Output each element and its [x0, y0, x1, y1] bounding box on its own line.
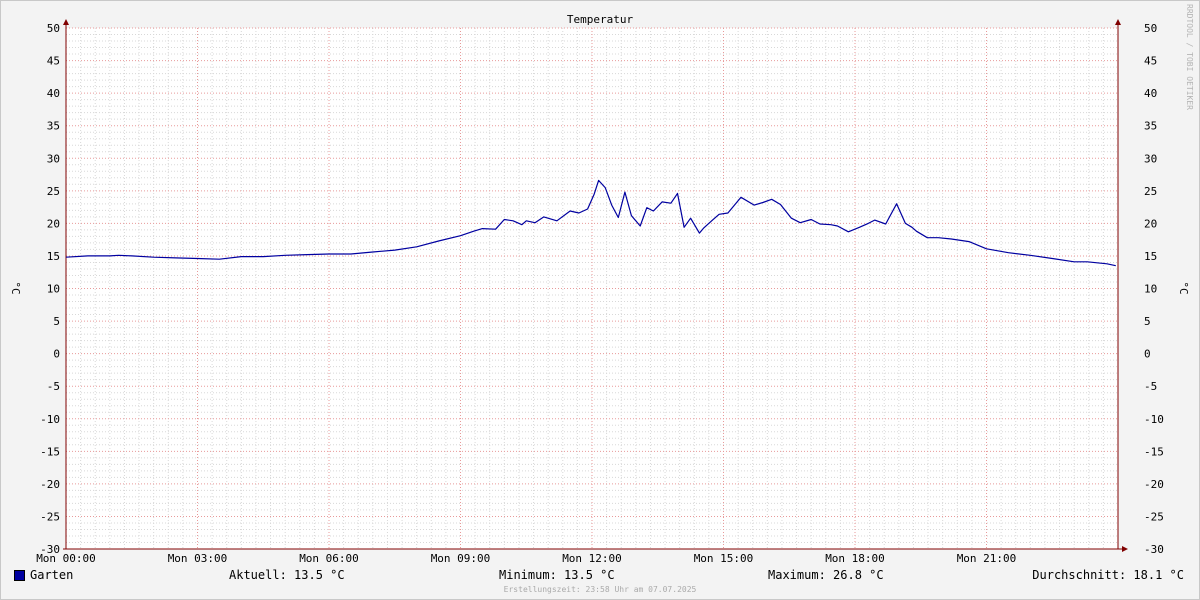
- y-tick-label-left: -15: [40, 445, 60, 458]
- y-tick-label-left: 45: [47, 55, 60, 68]
- y-tick-label-right: 0: [1144, 348, 1151, 361]
- y-tick-label-left: 25: [47, 185, 60, 198]
- x-tick-label: Mon 03:00: [168, 552, 228, 565]
- y-tick-label-left: 40: [47, 87, 60, 100]
- legend-average: Durchschnitt: 18.1 °C: [1032, 568, 1184, 582]
- legend-minimum: Minimum: 13.5 °C: [499, 568, 615, 582]
- x-tick-label: Mon 18:00: [825, 552, 885, 565]
- y-tick-label-left: 15: [47, 250, 60, 263]
- chart-title: Temperatur: [567, 13, 634, 26]
- y-tick-label-left: -25: [40, 510, 60, 523]
- x-tick-label: Mon 09:00: [431, 552, 491, 565]
- y-tick-label-left: 30: [47, 152, 60, 165]
- x-tick-label: Mon 21:00: [957, 552, 1017, 565]
- legend-series-name: Garten: [30, 568, 74, 582]
- y-tick-label-right: 25: [1144, 185, 1157, 198]
- series-layer: [65, 179, 1116, 267]
- y-axis-label-right: °C: [1177, 281, 1190, 294]
- y-tick-label-right: -5: [1144, 380, 1157, 393]
- y-tick-label-right: 10: [1144, 283, 1157, 296]
- y-axis-arrow-right: [1115, 19, 1121, 25]
- y-axis-arrow-left: [63, 19, 69, 25]
- legend-current: Aktuell: 13.5 °C: [229, 568, 345, 582]
- y-tick-label-right: 5: [1144, 315, 1151, 328]
- y-tick-label-right: 15: [1144, 250, 1157, 263]
- rrdtool-watermark: RRDTOOL / TOBI OETIKER: [1185, 4, 1194, 110]
- x-tick-label: Mon 15:00: [694, 552, 754, 565]
- y-tick-label-left: -30: [40, 543, 60, 556]
- y-tick-label-right: -10: [1144, 413, 1164, 426]
- y-tick-label-left: 20: [47, 217, 60, 230]
- series-line-garten: [65, 179, 1116, 267]
- x-axis-arrow: [1122, 546, 1128, 552]
- y-tick-label-left: -20: [40, 478, 60, 491]
- x-tick-label: Mon 12:00: [562, 552, 622, 565]
- y-tick-label-right: 45: [1144, 55, 1157, 68]
- x-tick-label: Mon 00:00: [36, 552, 96, 565]
- y-tick-label-left: 0: [53, 348, 60, 361]
- y-tick-label-right: -25: [1144, 510, 1164, 523]
- y-tick-label-left: 35: [47, 120, 60, 133]
- x-tick-label: Mon 06:00: [299, 552, 359, 565]
- x-axis: Mon 00:00 Mon 03:00 Mon 06:00 Mon 09:00 Mon …: [36, 552, 1016, 565]
- y-tick-label-left: -10: [40, 413, 60, 426]
- y-tick-label-right: 35: [1144, 120, 1157, 133]
- y-tick-label-right: 20: [1144, 217, 1157, 230]
- y-tick-label-left: 50: [47, 22, 60, 35]
- legend-swatch-garten: [14, 570, 25, 581]
- y-tick-label-left: 5: [53, 315, 60, 328]
- y-tick-label-left: 10: [47, 283, 60, 296]
- y-tick-label-right: -20: [1144, 478, 1164, 491]
- y-tick-label-right: 30: [1144, 152, 1157, 165]
- axes: [63, 19, 1128, 552]
- y-tick-label-right: -30: [1144, 543, 1164, 556]
- y-tick-label-right: 40: [1144, 87, 1157, 100]
- y-tick-label-right: 50: [1144, 22, 1157, 35]
- legend-maximum: Maximum: 26.8 °C: [768, 568, 884, 582]
- creation-timestamp: Erstellungszeit: 23:58 Uhr am 07.07.2025: [503, 585, 697, 594]
- y-tick-label-right: -15: [1144, 445, 1164, 458]
- y-axis-label-left: °C: [9, 281, 22, 294]
- y-tick-label-left: -5: [47, 380, 60, 393]
